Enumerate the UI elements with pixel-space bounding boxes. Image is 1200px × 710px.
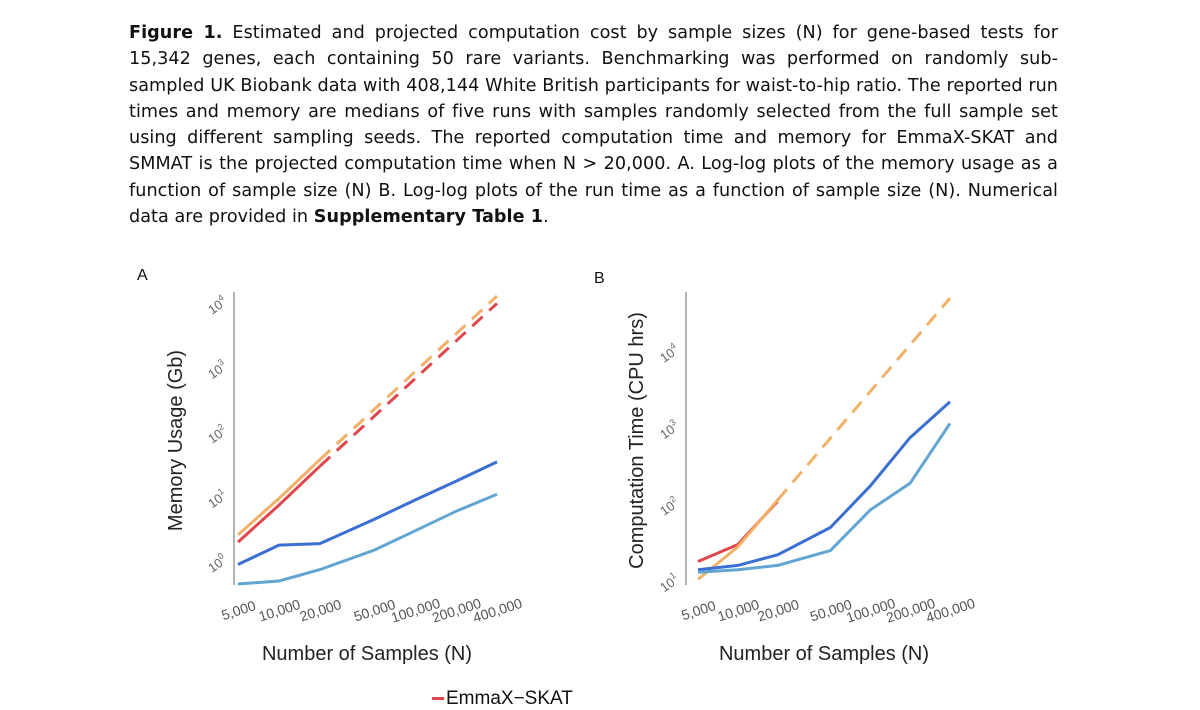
- series-line-emmax-skat-measured-a: [236, 465, 321, 544]
- y-tick-base-a-0: 10: [205, 555, 225, 576]
- y-tick-base-a-1: 10: [205, 490, 225, 511]
- y-tick-base-b-2: 10: [657, 421, 677, 442]
- panel-label-b: B: [594, 270, 605, 287]
- series-line-series-2-measured-a: [237, 460, 498, 566]
- series-line-series-3-measured-a: [237, 492, 498, 586]
- series-line-smmat-projected-b: [776, 297, 952, 501]
- y-tick-exponent-b-1: 2: [668, 493, 678, 504]
- y-tick-label-a-2: 102: [204, 421, 230, 446]
- y-tick-label-a-1: 101: [204, 486, 230, 511]
- series-line-smmat-measured-a: [237, 458, 321, 536]
- supplementary-reference: Supplementary Table 1: [313, 207, 544, 228]
- caption-end: .: [543, 207, 549, 228]
- y-tick-base-a-3: 10: [205, 361, 225, 382]
- legend: EmmaX−SKAT: [432, 688, 573, 710]
- series-line-smmat-projected-a: [318, 294, 499, 461]
- y-tick-exponent-a-4: 4: [216, 292, 226, 303]
- y-tick-exponent-a-0: 0: [216, 551, 226, 562]
- y-tick-base-b-1: 10: [657, 498, 677, 519]
- y-tick-exponent-a-3: 3: [216, 357, 226, 368]
- y-tick-base-a-4: 10: [205, 297, 225, 318]
- y-tick-exponent-b-3: 4: [668, 340, 678, 351]
- y-axis-title-a: Memory Usage (Gb): [165, 350, 187, 531]
- series-line-emmax-skat-measured-b: [697, 500, 779, 563]
- y-axis-title-b: Computation Time (CPU hrs): [626, 312, 648, 569]
- panel-label-a: A: [137, 267, 148, 284]
- y-tick-base-b-0: 10: [657, 574, 677, 595]
- x-axis-title-b: Number of Samples (N): [719, 643, 929, 665]
- x-tick-label-b-0: 5,000: [679, 597, 717, 623]
- legend-label-emmax-skat: EmmaX−SKAT: [446, 688, 573, 709]
- caption-body: Estimated and projected computation cost…: [129, 23, 1058, 228]
- series-line-emmax-skat-projected-a: [318, 302, 499, 468]
- y-tick-label-b-3: 104: [656, 340, 682, 365]
- x-tick-label-b-1: 10,000: [715, 596, 761, 625]
- x-axis-title-a: Number of Samples (N): [262, 643, 472, 665]
- series-line-series-3-measured-b: [697, 422, 952, 574]
- figure-label: Figure 1.: [129, 23, 223, 43]
- x-tick-label-b-2: 20,000: [755, 596, 801, 625]
- y-tick-label-b-1: 102: [656, 493, 682, 518]
- y-tick-exponent-a-1: 1: [216, 486, 226, 497]
- figure-caption: Figure 1. Estimated and projected comput…: [129, 20, 1058, 230]
- y-tick-base-b-3: 10: [657, 345, 677, 366]
- y-tick-label-a-0: 100: [204, 551, 230, 576]
- y-tick-base-a-2: 10: [205, 426, 225, 447]
- y-tick-label-a-3: 103: [204, 357, 230, 382]
- series-line-series-2-measured-b: [697, 400, 952, 572]
- y-tick-exponent-a-2: 2: [216, 421, 226, 432]
- legend-swatch-emmax-skat: [432, 697, 444, 701]
- y-tick-label-b-2: 103: [656, 417, 682, 442]
- y-tick-exponent-b-0: 1: [668, 570, 678, 581]
- y-tick-label-b-0: 101: [656, 570, 682, 595]
- y-tick-label-a-4: 104: [204, 292, 230, 317]
- y-tick-exponent-b-2: 3: [668, 417, 678, 428]
